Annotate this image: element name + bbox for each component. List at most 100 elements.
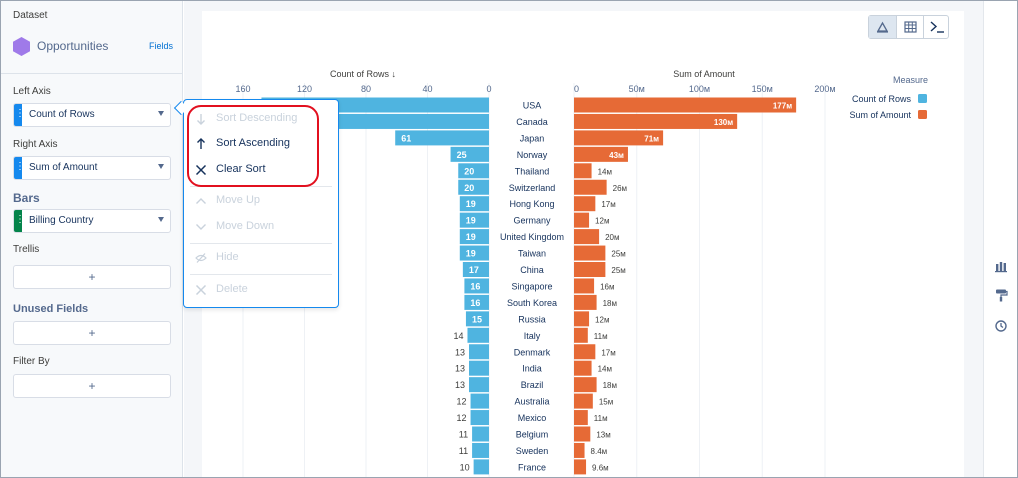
- count-bar: [464, 294, 489, 310]
- menu-item-hide[interactable]: Hide: [184, 246, 338, 270]
- amount-bar: [574, 344, 596, 360]
- count-bar: [470, 410, 489, 426]
- count-bar: [469, 377, 489, 393]
- left-axis-tick: 80: [361, 84, 371, 94]
- amount-bar-label: 130м: [714, 118, 733, 127]
- legend-swatch: [918, 94, 927, 103]
- amount-bar: [574, 393, 593, 409]
- left-axis-tick: 0: [486, 84, 491, 94]
- chart-icon: [876, 21, 889, 33]
- amount-bar-label: 8.4м: [591, 447, 608, 456]
- category-label: Italy: [524, 331, 541, 341]
- amount-bar-label: 16м: [600, 282, 614, 291]
- menu-item-label: Delete: [216, 283, 248, 295]
- right-axis-title: Sum of Amount: [673, 69, 735, 79]
- console-view-button[interactable]: [923, 16, 950, 38]
- amount-bar-label: 12м: [595, 217, 609, 226]
- amount-bar: [574, 196, 596, 212]
- chevron-down-icon[interactable]: [158, 217, 164, 222]
- legend-label: Sum of Amount: [849, 110, 911, 120]
- category-label: Russia: [518, 314, 546, 324]
- menu-item-delete[interactable]: Delete: [184, 278, 338, 302]
- count-bar-label: 11: [459, 446, 468, 456]
- count-bar-label: 14: [453, 331, 463, 341]
- fields-link[interactable]: Fields: [148, 41, 173, 51]
- chevron-up-icon: [196, 198, 206, 204]
- menu-item-move-up[interactable]: Move Up: [184, 189, 338, 213]
- arrow-up-icon: [197, 138, 205, 149]
- count-bar-label: 13: [455, 380, 465, 390]
- close-icon: [195, 284, 207, 296]
- dataset-name: Opportunities: [37, 39, 109, 53]
- bar-chart-icon[interactable]: [994, 259, 1008, 273]
- drag-handle-icon[interactable]: [14, 210, 25, 232]
- amount-bar-label: 17м: [601, 348, 615, 357]
- menu-item-label: Move Up: [216, 194, 261, 206]
- amount-bar: [574, 377, 597, 393]
- menu-item-label: Move Down: [216, 220, 275, 232]
- chart-view-button[interactable]: [869, 16, 896, 38]
- left-axis-tick: 160: [235, 84, 250, 94]
- menu-item-move-down[interactable]: Move Down: [184, 215, 338, 239]
- amount-bar-label: 25м: [611, 250, 625, 259]
- count-bar-label: 19: [466, 232, 476, 242]
- count-bar: [459, 212, 489, 228]
- right-axis-tick: 100м: [689, 84, 710, 94]
- category-label: Taiwan: [518, 249, 546, 259]
- amount-bar: [574, 262, 606, 277]
- count-bar-label: 19: [466, 249, 476, 259]
- menu-divider: [190, 274, 332, 275]
- clock-icon[interactable]: [994, 319, 1008, 333]
- amount-bar-label: 177м: [773, 102, 792, 111]
- category-label: Canada: [516, 117, 548, 127]
- amount-bar: [574, 410, 588, 426]
- amount-bar: [574, 311, 590, 327]
- amount-bar-label: 17м: [601, 200, 615, 209]
- right-axis-tick: 150м: [752, 84, 773, 94]
- chevron-down-icon[interactable]: [158, 164, 164, 169]
- amount-bar: [574, 327, 588, 343]
- chevron-down-icon: [196, 224, 206, 230]
- menu-item-sort-descending[interactable]: Sort Descending: [184, 107, 338, 131]
- right-axis-tick: 0: [574, 84, 579, 94]
- legend-swatch: [918, 110, 927, 119]
- menu-item-label: Hide: [216, 251, 239, 263]
- right-tool-strip: [983, 1, 1017, 477]
- filter-add-button[interactable]: +: [13, 374, 171, 398]
- amount-bar-label: 14м: [598, 167, 612, 176]
- left-axis-field[interactable]: Count of Rows: [13, 103, 171, 127]
- right-axis-field[interactable]: Sum of Amount: [13, 156, 171, 180]
- amount-bar: [574, 229, 600, 245]
- count-bar-label: 10: [460, 462, 470, 472]
- table-view-button[interactable]: [896, 16, 923, 38]
- bars-field[interactable]: Billing Country: [13, 209, 171, 233]
- menu-divider: [190, 243, 332, 244]
- menu-item-sort-ascending[interactable]: Sort Ascending: [184, 132, 338, 156]
- count-bar-label: 20: [464, 183, 474, 193]
- count-bar: [450, 146, 489, 162]
- count-bar: [472, 426, 489, 442]
- dataset-label: Dataset: [13, 10, 48, 21]
- menu-item-clear-sort[interactable]: Clear Sort: [184, 158, 338, 182]
- amount-bar: [574, 245, 606, 261]
- category-label: China: [520, 265, 544, 275]
- category-label: Denmark: [514, 347, 551, 357]
- amount-bar-label: 43м: [609, 151, 624, 160]
- left-axis-label: Left Axis: [13, 86, 51, 97]
- drag-handle-icon[interactable]: [14, 157, 25, 179]
- unused-fields-add-button[interactable]: +: [13, 321, 171, 345]
- count-bar-label: 15: [472, 314, 482, 324]
- right-axis-value: Sum of Amount: [29, 162, 98, 173]
- paint-roller-icon[interactable]: [994, 288, 1008, 302]
- drag-handle-icon[interactable]: [14, 104, 25, 126]
- filter-by-label: Filter By: [13, 356, 50, 367]
- count-bar-label: 19: [466, 216, 476, 226]
- right-axis-tick: 50м: [629, 84, 645, 94]
- trellis-label: Trellis: [13, 244, 40, 255]
- chevron-down-icon[interactable]: [158, 111, 164, 116]
- count-bar-label: 16: [470, 298, 480, 308]
- menu-item-label: Clear Sort: [216, 163, 266, 175]
- count-bar-label: 11: [459, 430, 468, 440]
- count-bar-label: 16: [470, 281, 480, 291]
- trellis-add-button[interactable]: +: [13, 265, 171, 289]
